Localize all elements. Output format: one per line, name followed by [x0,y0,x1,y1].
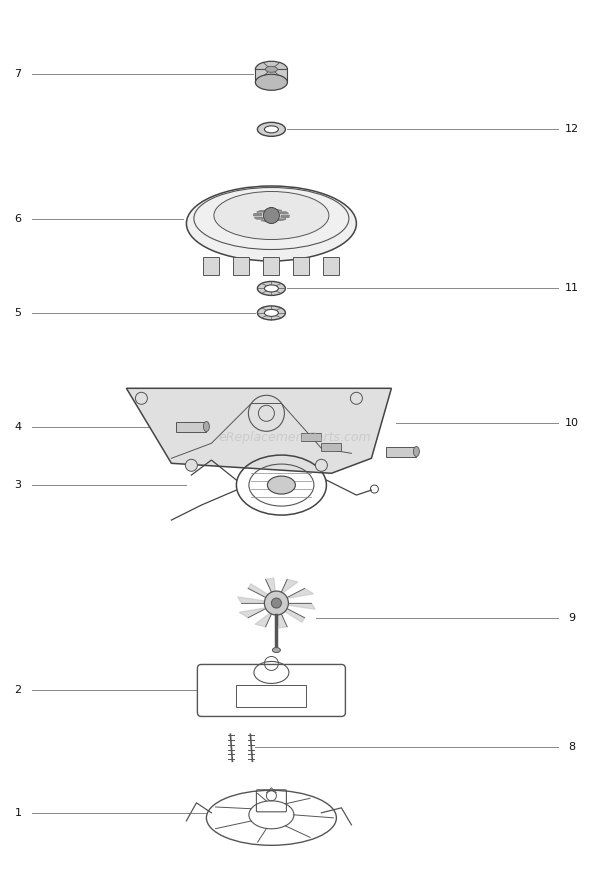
Bar [176,421,206,432]
Circle shape [263,207,280,224]
Polygon shape [276,588,313,603]
Ellipse shape [257,122,286,136]
Ellipse shape [257,281,286,295]
Polygon shape [276,603,287,628]
Ellipse shape [255,74,287,90]
Bar [386,447,417,456]
Ellipse shape [264,309,278,316]
Polygon shape [248,584,276,603]
Polygon shape [254,218,263,219]
Text: 3: 3 [15,480,21,490]
Bar [204,256,219,274]
Text: 2: 2 [14,685,22,696]
Text: 1: 1 [15,808,21,818]
Circle shape [271,598,281,608]
Polygon shape [280,212,289,213]
Text: 7: 7 [14,69,22,80]
Text: 12: 12 [565,124,579,135]
Bar [301,434,322,441]
Polygon shape [257,211,266,212]
Polygon shape [276,603,304,622]
Text: 6: 6 [15,213,21,224]
Ellipse shape [267,476,296,494]
Ellipse shape [414,447,419,456]
Ellipse shape [266,66,277,73]
Polygon shape [126,388,391,474]
Text: 11: 11 [565,283,579,294]
Ellipse shape [264,285,278,292]
Bar [323,256,339,274]
Polygon shape [281,216,290,218]
Polygon shape [277,219,286,220]
Text: 5: 5 [15,308,21,318]
Polygon shape [255,69,287,82]
Ellipse shape [264,126,278,133]
Text: eReplacementParts.com: eReplacementParts.com [219,431,371,443]
Ellipse shape [204,421,209,432]
Polygon shape [239,603,276,618]
Text: 9: 9 [568,613,576,623]
Text: 4: 4 [14,421,22,432]
Circle shape [316,460,327,471]
Circle shape [135,392,148,405]
Circle shape [264,591,289,615]
Ellipse shape [255,61,287,77]
Ellipse shape [257,306,286,320]
Polygon shape [266,578,276,603]
Bar [263,256,280,274]
Circle shape [350,392,362,405]
Ellipse shape [273,648,280,653]
Bar [237,685,306,707]
Bar [234,256,250,274]
Polygon shape [276,579,298,603]
Bar [322,443,342,451]
Text: 8: 8 [568,742,576,753]
Ellipse shape [214,191,329,239]
Text: 10: 10 [565,419,579,428]
Circle shape [185,460,198,471]
Polygon shape [276,603,315,609]
Polygon shape [253,214,262,216]
Polygon shape [238,597,276,603]
Bar [293,256,309,274]
Ellipse shape [186,186,356,261]
Polygon shape [255,603,276,627]
